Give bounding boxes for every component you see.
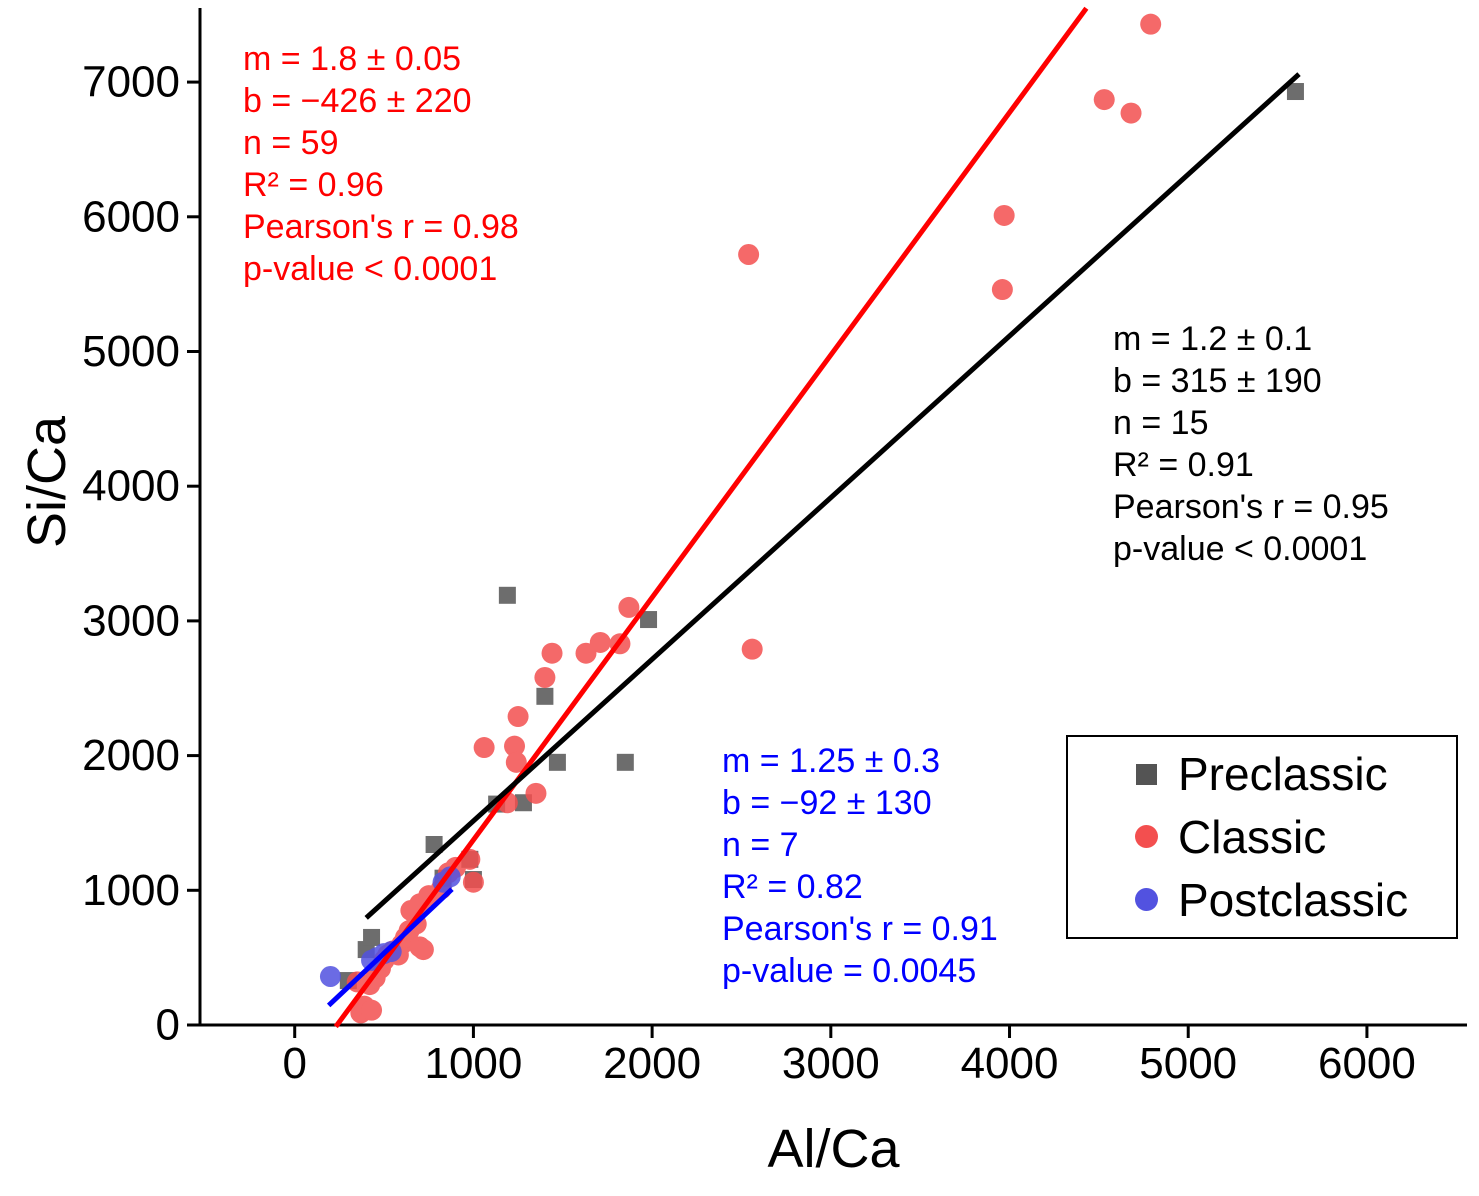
data-point xyxy=(616,753,634,771)
stat-line: m = 1.25 ± 0.3 xyxy=(722,742,941,780)
data-point xyxy=(618,596,640,618)
y-tick-label: 7000 xyxy=(82,58,180,107)
legend-item-classic: Classic xyxy=(1068,810,1456,864)
x-tick-label: 6000 xyxy=(1318,1039,1416,1088)
y-tick-label: 1000 xyxy=(82,866,180,915)
stat-line: p-value < 0.0001 xyxy=(1113,530,1368,568)
stat-line: m = 1.8 ± 0.05 xyxy=(243,40,462,78)
stat-line: R² = 0.82 xyxy=(722,868,863,906)
stat-line: Pearson's r = 0.95 xyxy=(1113,488,1389,526)
stat-line: n = 7 xyxy=(722,826,799,864)
data-point xyxy=(1093,89,1115,111)
legend-item-preclassic: Preclassic xyxy=(1068,747,1456,801)
stat-line: Pearson's r = 0.98 xyxy=(243,208,519,246)
fit-line-preclassic xyxy=(364,72,1301,920)
y-tick-label: 4000 xyxy=(82,462,180,511)
data-point xyxy=(462,871,484,893)
data-point xyxy=(425,835,443,853)
data-point xyxy=(738,244,760,266)
fit-line-classic xyxy=(333,6,1089,1029)
y-tick-label: 5000 xyxy=(82,327,180,376)
data-point xyxy=(473,737,495,759)
stat-line: b = −92 ± 130 xyxy=(722,784,932,822)
stat-line: p-value = 0.0045 xyxy=(722,952,977,990)
stat-line: Pearson's r = 0.91 xyxy=(722,910,998,948)
x-tick-label: 3000 xyxy=(782,1039,880,1088)
data-point xyxy=(534,666,556,688)
y-tick-label: 6000 xyxy=(82,192,180,241)
data-point xyxy=(991,279,1013,301)
x-tick-label: 1000 xyxy=(424,1039,522,1088)
data-point xyxy=(541,642,563,664)
data-point xyxy=(504,735,526,757)
stat-line: m = 1.2 ± 0.1 xyxy=(1113,320,1313,358)
postclassic-fit-stats: m = 1.25 ± 0.3 b = −92 ± 130 n = 7 R² = … xyxy=(722,740,998,992)
data-point xyxy=(505,751,527,773)
legend-item-postclassic: Postclassic xyxy=(1068,873,1456,927)
classic-fit-stats: m = 1.8 ± 0.05 b = −426 ± 220 n = 59 R² … xyxy=(243,38,519,290)
stat-line: R² = 0.96 xyxy=(243,166,384,204)
data-point xyxy=(548,753,566,771)
data-point xyxy=(412,939,434,961)
postclassic-marker-icon xyxy=(1114,888,1178,912)
data-point xyxy=(589,631,611,653)
legend: Preclassic Classic Postclassic xyxy=(1066,735,1458,939)
data-point xyxy=(361,999,383,1021)
data-point xyxy=(575,642,597,664)
stat-line: p-value < 0.0001 xyxy=(243,250,498,288)
y-tick-label: 3000 xyxy=(82,596,180,645)
x-axis-label: Al/Ca xyxy=(767,1119,900,1179)
legend-label: Classic xyxy=(1178,810,1327,863)
x-tick-label: 2000 xyxy=(603,1039,701,1088)
y-axis-label: Si/Ca xyxy=(17,415,77,548)
data-point xyxy=(1286,83,1304,101)
x-tick-label: 5000 xyxy=(1139,1039,1237,1088)
fit-line-postclassic xyxy=(326,887,454,1008)
preclassic-fit-stats: m = 1.2 ± 0.1 b = 315 ± 190 n = 15 R² = … xyxy=(1113,318,1389,570)
data-point xyxy=(1140,13,1162,35)
legend-label: Preclassic xyxy=(1178,748,1388,801)
stat-line: n = 59 xyxy=(243,124,339,162)
y-tick-label: 0 xyxy=(156,1001,180,1050)
data-point xyxy=(319,966,341,988)
stat-line: b = 315 ± 190 xyxy=(1113,362,1322,400)
y-tick-label: 2000 xyxy=(82,731,180,780)
x-tick-label: 0 xyxy=(282,1039,306,1088)
data-point xyxy=(993,204,1015,226)
data-point xyxy=(363,928,381,946)
x-tick-label: 4000 xyxy=(961,1039,1059,1088)
data-point xyxy=(536,687,554,705)
data-point xyxy=(498,586,516,604)
data-point xyxy=(525,782,547,804)
data-point xyxy=(1120,102,1142,124)
stat-line: R² = 0.91 xyxy=(1113,446,1254,484)
stat-line: b = −426 ± 220 xyxy=(243,82,472,120)
preclassic-marker-icon xyxy=(1114,763,1178,785)
data-point xyxy=(640,611,658,629)
data-point xyxy=(741,638,763,660)
stat-line: n = 15 xyxy=(1113,404,1209,442)
data-point xyxy=(507,706,529,728)
classic-marker-icon xyxy=(1114,825,1178,849)
legend-label: Postclassic xyxy=(1178,873,1409,926)
